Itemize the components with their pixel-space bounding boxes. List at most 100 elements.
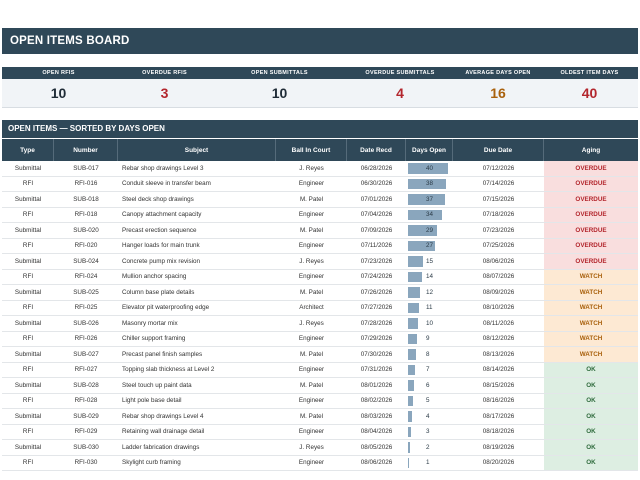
column-header-due-date[interactable]: Due Date (453, 139, 544, 161)
cell-type: Submittal (14, 443, 42, 451)
cell-ball-in-court: Engineer (298, 242, 325, 250)
table-row[interactable]: Submittal SUB-030 Ladder fabrication drawi… (2, 440, 638, 456)
cell-due-date: 08/19/2026 (482, 443, 515, 451)
column-header-aging[interactable]: Aging (581, 146, 601, 154)
cell-ball-in-court: J. Reyes (299, 257, 324, 265)
days-open-value: 40 (426, 164, 434, 172)
cell-number: RFI-030 (74, 459, 98, 467)
table-row[interactable]: Submittal SUB-017 Rebar shop drawings Leve… (2, 161, 638, 177)
days-open-bar (408, 333, 417, 344)
cell-type: RFI (22, 211, 34, 219)
cell-date-recd: 08/01/2026 (360, 381, 393, 389)
column-header-date-recd[interactable]: Date Recd (347, 139, 406, 161)
cell-type: RFI (22, 366, 34, 374)
days-open-bar (408, 256, 423, 267)
cell-number: RFI-026 (74, 335, 98, 343)
table-row[interactable]: RFI RFI-029 Retaining wall drainage detail… (2, 424, 638, 440)
aging-badge: OVERDUE (544, 192, 638, 207)
cell-days-open: 7 (406, 363, 453, 378)
aging-badge: OK (544, 378, 638, 393)
cell-ball-in-court: Architect (299, 304, 324, 312)
kpi-label-average-days-open: AVERAGE DAYS OPEN (465, 70, 531, 76)
cell-subject: Masonry mortar mix (122, 319, 178, 327)
kpi-value-open-submittals: 10 (271, 85, 288, 101)
days-open-bar (408, 271, 422, 282)
table-row[interactable]: RFI RFI-030 Skylight curb framing Engineer 0… (2, 455, 638, 471)
cell-days-open: 27 (406, 239, 453, 254)
table-body: Submittal SUB-017 Rebar shop drawings Leve… (2, 161, 638, 471)
table-row[interactable]: RFI RFI-028 Light pole base detail Engineer… (2, 393, 638, 409)
cell-ball-in-court: M. Patel (299, 226, 324, 234)
days-open-value: 5 (426, 397, 430, 405)
cell-date-recd: 07/28/2026 (360, 319, 393, 327)
days-open-value: 8 (426, 350, 430, 358)
cell-type: Submittal (14, 288, 42, 296)
cell-due-date: 08/10/2026 (482, 304, 515, 312)
table-row[interactable]: Submittal SUB-027 Precast panel finish sam… (2, 347, 638, 363)
kpi-values-row: 10 3 10 4 16 40 (2, 79, 638, 108)
column-header-type[interactable]: Type (2, 139, 54, 161)
kpi-label-open-submittals: OPEN SUBMITTALS (251, 70, 308, 76)
table-header: Type Number Subject Ball In Court Date R… (2, 139, 638, 161)
cell-subject: Ladder fabrication drawings (122, 443, 200, 451)
cell-subject: Light pole base detail (122, 397, 182, 405)
column-header-days-open[interactable]: Days Open (406, 139, 453, 161)
days-open-value: 27 (426, 242, 434, 250)
table-row[interactable]: Submittal SUB-024 Concrete pump mix revisi… (2, 254, 638, 270)
table-row[interactable]: Submittal SUB-029 Rebar shop drawings Leve… (2, 409, 638, 425)
table-row[interactable]: RFI RFI-018 Canopy attachment capacity Engi… (2, 207, 638, 223)
cell-days-open: 2 (406, 440, 453, 455)
kpi-summary: OPEN RFIS OVERDUE RFIS OPEN SUBMITTALS O… (2, 67, 638, 108)
cell-type: RFI (22, 335, 34, 343)
days-open-bar (408, 380, 414, 391)
days-open-value: 1 (426, 459, 430, 467)
cell-days-open: 14 (406, 270, 453, 285)
cell-subject: Precast panel finish samples (122, 350, 203, 358)
column-header-ball-in-court[interactable]: Ball In Court (276, 139, 347, 161)
table-row[interactable]: RFI RFI-020 Hanger loads for main trunk Eng… (2, 238, 638, 254)
cell-ball-in-court: Engineer (298, 273, 325, 281)
aging-badge: OK (544, 440, 638, 455)
cell-ball-in-court: M. Patel (299, 381, 324, 389)
days-open-value: 37 (426, 195, 434, 203)
cell-number: SUB-017 (73, 164, 99, 172)
table-row[interactable]: RFI RFI-027 Topping slab thickness at Leve… (2, 362, 638, 378)
table-row[interactable]: RFI RFI-024 Mullion anchor spacing Engineer… (2, 269, 638, 285)
days-open-value: 9 (426, 335, 430, 343)
cell-days-open: 12 (406, 285, 453, 300)
aging-badge: OK (544, 455, 638, 470)
cell-subject: Rebar shop drawings Level 4 (122, 412, 204, 420)
cell-date-recd: 07/11/2026 (360, 242, 393, 250)
cell-date-recd: 07/23/2026 (360, 257, 393, 265)
cell-due-date: 08/12/2026 (482, 335, 515, 343)
column-header-number[interactable]: Number (54, 139, 118, 161)
aging-badge: OVERDUE (544, 161, 638, 176)
cell-due-date: 07/18/2026 (482, 211, 515, 219)
table-row[interactable]: Submittal SUB-018 Steel deck shop drawings… (2, 192, 638, 208)
days-open-bar (408, 349, 416, 360)
cell-days-open: 40 (406, 161, 453, 176)
cell-type: RFI (22, 242, 34, 250)
cell-number: RFI-024 (74, 273, 98, 281)
column-header-subject[interactable]: Subject (118, 139, 276, 161)
table-row[interactable]: Submittal SUB-020 Precast erection sequenc… (2, 223, 638, 239)
table-row[interactable]: Submittal SUB-025 Column base plate detail… (2, 285, 638, 301)
table-row[interactable]: Submittal SUB-028 Steel touch up paint dat… (2, 378, 638, 394)
cell-type: Submittal (14, 226, 42, 234)
cell-type: Submittal (14, 164, 42, 172)
cell-due-date: 08/17/2026 (482, 412, 515, 420)
table-row[interactable]: RFI RFI-025 Elevator pit waterproofing edg… (2, 300, 638, 316)
table-row[interactable]: Submittal SUB-026 Masonry mortar mix J. Rey… (2, 316, 638, 332)
cell-days-open: 3 (406, 425, 453, 440)
cell-subject: Topping slab thickness at Level 2 (122, 366, 215, 374)
cell-ball-in-court: M. Patel (299, 350, 324, 358)
cell-date-recd: 08/04/2026 (360, 428, 393, 436)
board-title: OPEN ITEMS BOARD (2, 28, 638, 54)
cell-due-date: 08/16/2026 (482, 397, 515, 405)
cell-date-recd: 07/24/2026 (360, 273, 393, 281)
cell-number: SUB-030 (73, 443, 99, 451)
cell-due-date: 08/06/2026 (482, 257, 515, 265)
days-open-value: 34 (426, 211, 434, 219)
table-row[interactable]: RFI RFI-026 Chiller support framing Enginee… (2, 331, 638, 347)
table-row[interactable]: RFI RFI-016 Conduit sleeve in transfer bea… (2, 176, 638, 192)
